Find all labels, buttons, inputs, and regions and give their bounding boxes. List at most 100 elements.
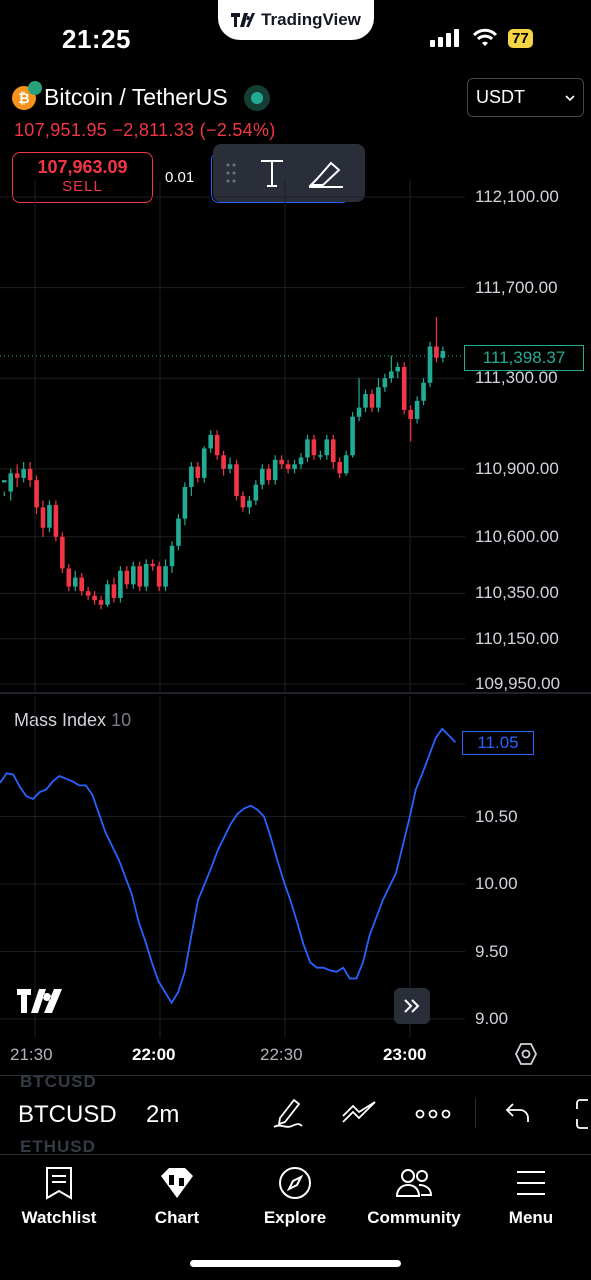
candle-body (260, 468, 265, 485)
candle-body (292, 464, 297, 469)
nav-community[interactable]: Community (356, 1154, 472, 1264)
order-quantity[interactable]: 0.01 (165, 169, 195, 186)
candle-body (324, 439, 330, 456)
candle-body (131, 566, 136, 585)
symbol-header[interactable]: ₿ Bitcoin / TetherUS (12, 80, 270, 111)
candle (369, 389, 375, 413)
candle-body (189, 466, 194, 487)
candle-body (182, 486, 188, 519)
candle-body (105, 584, 110, 605)
chart-icon (161, 1168, 193, 1198)
nav-menu[interactable]: Menu (482, 1154, 580, 1264)
candle (105, 579, 110, 607)
more-icon[interactable] (415, 1108, 451, 1120)
price-axis-label: 111,300.00 (475, 368, 558, 388)
candle (434, 317, 439, 363)
candle (150, 559, 155, 571)
candle (182, 482, 188, 526)
scroll-to-realtime-button[interactable] (394, 988, 430, 1024)
candle-body (421, 382, 426, 401)
chart-settings-icon[interactable] (514, 1042, 538, 1066)
candle (389, 355, 394, 383)
interval-picker[interactable]: 2m (146, 1101, 180, 1128)
candle (227, 457, 233, 474)
symbol-picker[interactable]: BTCUSD (18, 1101, 117, 1128)
drawing-tools-icon[interactable] (272, 1096, 304, 1130)
symbol-title[interactable]: Bitcoin / TetherUS (44, 84, 228, 110)
sell-button[interactable]: 107,963.09 SELL (12, 152, 153, 203)
candle (311, 434, 317, 460)
nav-label: Chart (154, 1208, 200, 1227)
prev-symbol[interactable]: BTCUSD (20, 1072, 97, 1091)
price-axis-label: 112,100.00 (475, 187, 559, 206)
price-change: −2,811.33 (−2.54%) (112, 120, 276, 140)
candle (92, 591, 97, 605)
candle (363, 389, 368, 413)
candle (143, 559, 149, 592)
candle (66, 563, 72, 592)
indicator-title[interactable]: Mass Index 10 (14, 710, 131, 731)
price-chart[interactable] (0, 180, 591, 695)
undo-icon[interactable] (505, 1102, 531, 1124)
home-indicator[interactable] (190, 1260, 401, 1267)
candle (279, 455, 284, 469)
candle (337, 457, 342, 478)
candle-body (414, 400, 420, 419)
fullscreen-icon[interactable] (576, 1098, 591, 1130)
candle (234, 459, 239, 501)
candle (414, 396, 420, 424)
candle (298, 452, 304, 469)
watchlist-icon (46, 1167, 72, 1200)
candle (60, 532, 65, 574)
candle-body (34, 480, 39, 508)
tradingview-logo-icon (231, 13, 256, 27)
nav-watchlist[interactable]: Watchlist (10, 1154, 108, 1264)
candle-body (376, 387, 381, 408)
mass-index-chart[interactable] (0, 696, 591, 1038)
indicators-icon[interactable] (341, 1100, 379, 1126)
nav-label: Menu (508, 1208, 554, 1227)
menu-icon (517, 1171, 545, 1195)
candle-body (201, 448, 207, 478)
candle-body (8, 473, 14, 492)
candle (401, 362, 407, 415)
candle-body (176, 518, 181, 546)
drag-handle-icon[interactable] (225, 162, 237, 184)
chart-grid (0, 180, 465, 693)
candle-body (98, 600, 104, 605)
next-symbol[interactable]: ETHUSD (20, 1137, 96, 1156)
indicator-name: Mass Index (14, 710, 107, 730)
candle-body (195, 466, 201, 478)
time-axis-label: 23:00 (383, 1045, 427, 1064)
signal-icon (430, 29, 459, 47)
nav-explore[interactable]: Explore (246, 1154, 344, 1264)
candle-body (27, 468, 33, 481)
status-time: 21:25 (62, 24, 131, 54)
candle-body (298, 457, 304, 465)
compass-icon (279, 1167, 311, 1199)
mass-index-line (0, 727, 457, 1005)
nav-chart[interactable]: Chart (128, 1154, 226, 1264)
candle (137, 561, 143, 592)
highlighter-icon[interactable] (307, 157, 345, 189)
candle (163, 559, 168, 592)
app-name: TradingView (261, 10, 361, 29)
candle (208, 430, 213, 453)
market-status-icon[interactable] (243, 84, 270, 111)
candle-body (21, 468, 26, 478)
candle-body (434, 346, 439, 358)
nav-label: Community (367, 1208, 461, 1227)
price-summary: 107,951.95 −2,811.33 (−2.54%) (14, 120, 276, 141)
candle (221, 450, 226, 476)
candle (124, 566, 130, 589)
indicator-axis-label: 9.50 (475, 941, 509, 961)
candle-body (163, 566, 168, 587)
text-tool-icon[interactable] (259, 158, 285, 188)
last-price: 107,951.95 (14, 120, 108, 140)
currency-select[interactable]: USDT (467, 78, 584, 117)
tradingview-watermark-icon (17, 989, 62, 1013)
sell-label: SELL (62, 178, 103, 195)
drawing-toolbar[interactable] (213, 144, 365, 202)
candle (330, 434, 336, 469)
candle (285, 459, 291, 474)
